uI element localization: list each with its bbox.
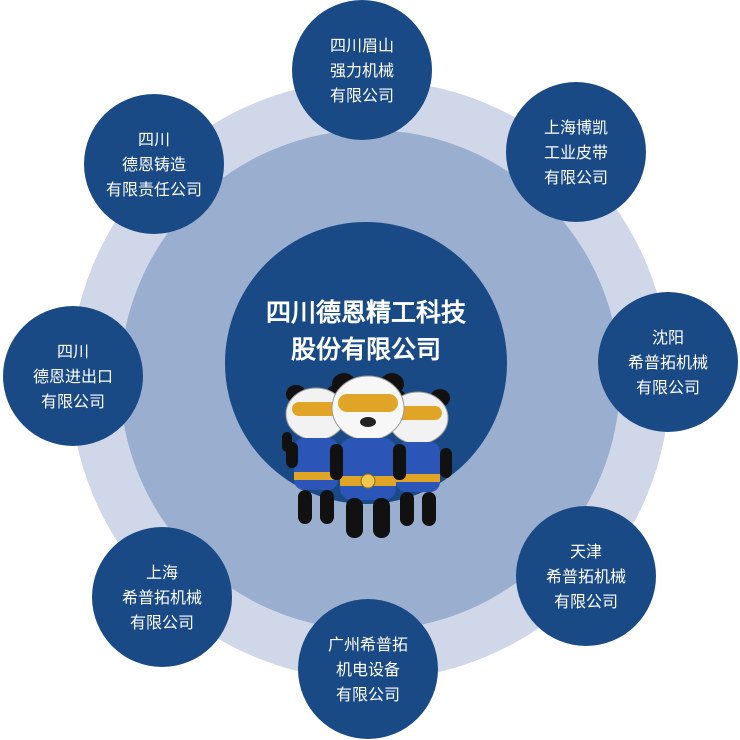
center-title-line-2: 股份有限公司	[290, 335, 441, 364]
company-name-line: 广州希普拓	[327, 634, 408, 654]
company-name-line: 有限公司	[335, 684, 400, 704]
company-name-line: 四川眉山	[329, 35, 394, 55]
company-name-line: 上海	[145, 562, 178, 582]
company-name-line: 天津	[569, 541, 602, 561]
company-name-line: 有限公司	[543, 167, 608, 187]
company-node-left[interactable]: 四川 德恩进出口 有限公司	[3, 306, 143, 446]
company-name-line: 德恩进出口	[32, 366, 113, 386]
company-name-line: 有限公司	[129, 612, 194, 632]
center-node: 四川德恩精工科技 股份有限公司	[225, 222, 507, 504]
company-name-line: 四川	[137, 129, 170, 149]
company-name-line: 希普拓机械	[121, 587, 202, 607]
company-name-line: 机电设备	[335, 659, 400, 679]
company-name-line: 有限公司	[635, 377, 700, 397]
company-node-bottom[interactable]: 广州希普拓 机电设备 有限公司	[298, 599, 438, 739]
company-name-line: 四川	[56, 341, 89, 361]
company-node-right[interactable]: 沈阳 希普拓机械 有限公司	[598, 292, 738, 432]
company-name-line: 希普拓机械	[627, 352, 708, 372]
company-node-top[interactable]: 四川眉山 强力机械 有限公司	[292, 0, 432, 140]
company-node-top-left[interactable]: 四川 德恩铸造 有限责任公司	[84, 94, 224, 234]
company-name-line: 德恩铸造	[121, 154, 186, 174]
center-title: 四川德恩精工科技 股份有限公司	[225, 294, 507, 368]
company-name-line: 工业皮带	[543, 142, 608, 162]
company-name-line: 有限公司	[553, 591, 618, 611]
company-node-top-right[interactable]: 上海博凯 工业皮带 有限公司	[506, 82, 646, 222]
company-node-bottom-right[interactable]: 天津 希普拓机械 有限公司	[516, 506, 656, 646]
company-name-line: 上海博凯	[543, 117, 608, 137]
panda-mascot-icon	[282, 373, 452, 538]
company-node-bottom-left[interactable]: 上海 希普拓机械 有限公司	[92, 527, 232, 667]
company-name-line: 有限公司	[329, 85, 394, 105]
company-name-line: 有限责任公司	[105, 179, 202, 199]
company-name-line: 希普拓机械	[545, 566, 626, 586]
company-name-line: 强力机械	[329, 60, 394, 80]
center-title-line-1: 四川德恩精工科技	[265, 298, 466, 327]
company-name-line: 有限公司	[40, 391, 105, 411]
company-name-line: 沈阳	[651, 327, 684, 347]
panda-middle	[330, 373, 406, 538]
